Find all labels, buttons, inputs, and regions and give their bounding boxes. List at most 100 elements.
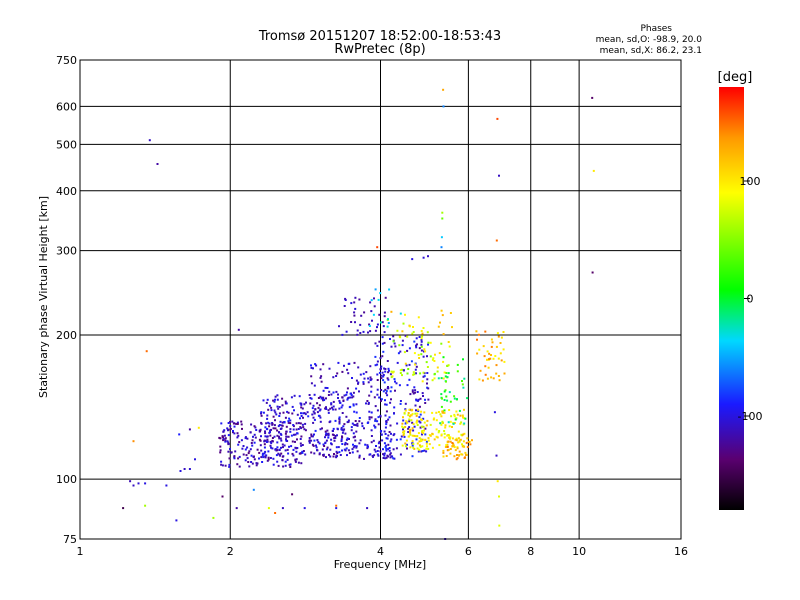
data-point xyxy=(454,438,457,441)
data-point xyxy=(386,394,389,397)
data-point xyxy=(327,409,330,412)
data-point xyxy=(326,446,329,449)
data-point xyxy=(419,426,422,429)
data-point xyxy=(423,449,426,452)
data-point xyxy=(355,379,358,382)
data-point xyxy=(500,336,503,339)
data-point xyxy=(453,397,456,400)
data-point xyxy=(276,446,279,449)
data-point xyxy=(438,430,441,432)
data-point xyxy=(426,372,429,374)
data-point xyxy=(442,410,444,413)
data-point xyxy=(228,465,231,468)
data-point xyxy=(394,389,396,392)
data-point xyxy=(132,484,135,487)
data-point xyxy=(310,435,313,438)
data-point xyxy=(267,458,270,461)
data-point xyxy=(281,397,284,400)
data-point xyxy=(387,322,390,324)
data-point xyxy=(456,454,458,456)
data-point xyxy=(310,439,313,442)
data-point xyxy=(285,425,288,428)
data-point xyxy=(449,448,452,450)
data-point xyxy=(403,412,406,415)
phase-stats-title: Phases xyxy=(640,24,672,34)
data-point xyxy=(350,321,353,323)
data-point xyxy=(379,430,382,433)
data-point xyxy=(297,428,300,430)
data-point xyxy=(490,376,493,379)
data-point xyxy=(387,443,390,446)
data-point xyxy=(418,444,421,447)
data-point xyxy=(253,458,256,461)
data-point xyxy=(277,464,280,467)
data-point xyxy=(284,400,287,403)
data-point xyxy=(449,452,452,455)
data-point xyxy=(447,421,450,424)
data-point xyxy=(300,412,302,415)
data-point xyxy=(317,406,320,409)
data-point xyxy=(438,444,441,447)
data-point xyxy=(346,391,348,394)
data-point xyxy=(411,258,414,261)
data-point xyxy=(270,406,273,409)
data-point xyxy=(448,436,451,439)
data-point xyxy=(440,246,443,249)
data-point xyxy=(416,391,419,393)
data-point xyxy=(278,431,280,434)
data-point xyxy=(447,372,450,375)
data-point xyxy=(447,448,450,451)
data-point xyxy=(369,379,372,382)
data-point xyxy=(411,444,414,447)
data-point xyxy=(401,444,404,447)
data-point xyxy=(373,448,376,451)
data-point xyxy=(411,427,414,430)
data-point xyxy=(478,378,481,381)
data-point xyxy=(497,335,500,338)
data-point xyxy=(302,450,305,452)
data-point xyxy=(354,439,357,442)
data-point xyxy=(390,370,393,373)
data-point xyxy=(324,386,327,389)
data-point xyxy=(461,443,463,446)
data-point xyxy=(261,452,264,455)
phase-stats-o: mean, sd,O: -98.9, 20.0 xyxy=(596,35,703,45)
data-point xyxy=(403,430,406,433)
data-point xyxy=(387,367,390,370)
data-point xyxy=(236,432,239,435)
data-point xyxy=(385,437,388,440)
data-point xyxy=(447,364,450,367)
data-point xyxy=(368,325,371,327)
data-point xyxy=(314,363,317,366)
data-point xyxy=(481,379,484,382)
data-point xyxy=(274,395,277,398)
data-point xyxy=(401,330,404,333)
data-point xyxy=(230,451,233,454)
data-point xyxy=(278,412,281,415)
data-point xyxy=(355,430,358,433)
data-point xyxy=(350,302,353,305)
data-point xyxy=(277,425,280,428)
data-point xyxy=(496,332,499,335)
data-point xyxy=(288,417,291,420)
data-point xyxy=(292,428,295,431)
data-point xyxy=(453,415,456,418)
data-point xyxy=(292,424,295,426)
data-point xyxy=(431,432,434,435)
data-point xyxy=(379,292,382,295)
data-point xyxy=(341,412,344,414)
data-point xyxy=(456,457,459,460)
data-point xyxy=(414,389,417,392)
data-point xyxy=(319,416,322,419)
colorbar-tick-label: -100 xyxy=(738,410,763,423)
data-point xyxy=(263,440,266,443)
data-point xyxy=(341,396,344,399)
data-point xyxy=(287,421,290,424)
data-point xyxy=(412,371,415,374)
data-point xyxy=(443,371,446,374)
data-point xyxy=(237,457,240,460)
data-point xyxy=(591,96,594,99)
data-point xyxy=(311,407,314,410)
data-point xyxy=(329,407,332,410)
data-point xyxy=(386,377,389,380)
